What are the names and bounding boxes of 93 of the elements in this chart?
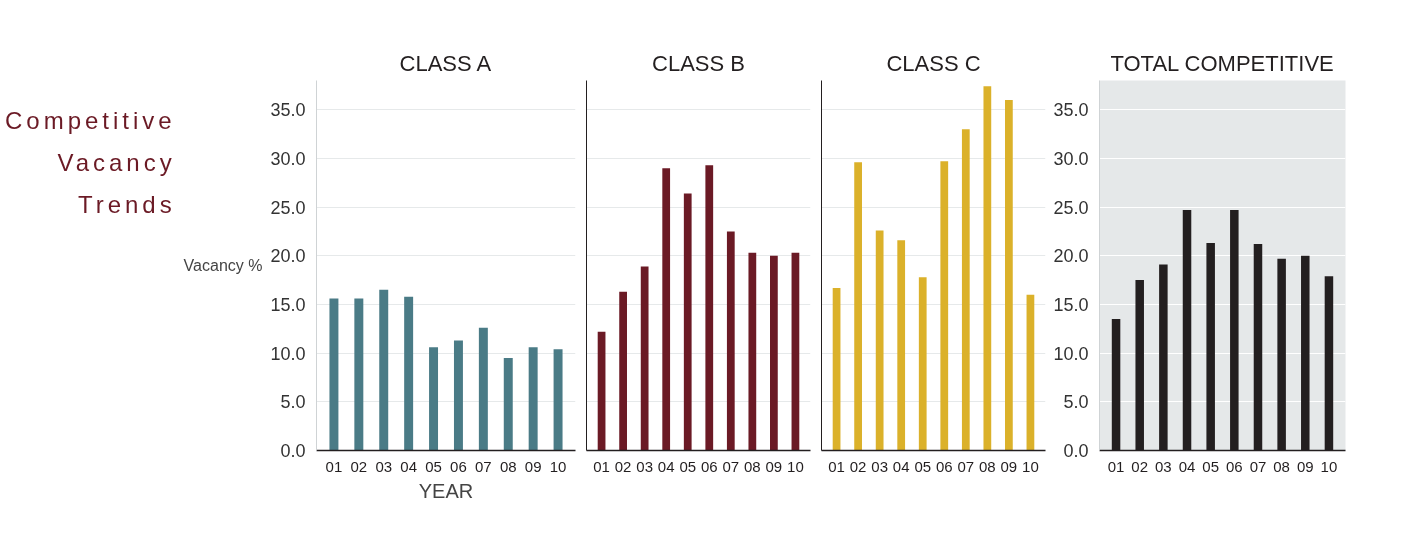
x-tick-label: 09	[524, 457, 542, 475]
bar	[770, 255, 778, 451]
y-tick-label: 25.0	[270, 197, 306, 218]
x-tick-label: 02	[614, 457, 632, 475]
x-tick-label: 07	[722, 457, 740, 475]
chart-title: CLASS B	[652, 50, 745, 76]
x-tick-label: 09	[1296, 457, 1314, 475]
x-tick-label: 01	[593, 457, 610, 475]
bar	[528, 347, 538, 451]
chart-title: CLASS A	[399, 50, 492, 76]
bar	[453, 340, 463, 451]
x-tick-label: 04	[400, 457, 417, 475]
bar	[918, 277, 927, 451]
x-tick-label: 06	[700, 457, 718, 475]
bar	[726, 231, 735, 451]
bar	[503, 358, 513, 451]
x-tick-label: 05	[1202, 457, 1220, 475]
x-tick-label: 05	[914, 457, 932, 475]
x-tick-label: 06	[935, 457, 953, 475]
bar	[897, 240, 906, 451]
bar	[832, 287, 841, 451]
chart-title: CLASS C	[886, 50, 981, 76]
x-tick-label: 09	[1000, 457, 1018, 475]
bar	[854, 162, 862, 451]
x-tick-label: 07	[1249, 457, 1267, 475]
bar	[1026, 294, 1035, 451]
y-tick-label: 20.0	[1053, 246, 1089, 267]
x-tick-label: 02	[1131, 457, 1149, 475]
x-tick-label: 08	[499, 457, 517, 475]
x-tick-label: 01	[1107, 457, 1125, 475]
x-tick-label: 10	[1022, 457, 1039, 475]
x-tick-label: 03	[636, 457, 653, 475]
bar	[705, 165, 714, 451]
x-tick-label: 10	[549, 457, 567, 475]
x-tick-label: 08	[979, 457, 996, 475]
y-tick-label: 0.0	[1063, 441, 1089, 461]
bar	[961, 129, 970, 451]
bar	[640, 266, 649, 451]
bar	[329, 298, 339, 451]
y-tick-label: 10.0	[270, 343, 306, 364]
x-tick-label: 04	[657, 457, 675, 475]
x-tick-label: 01	[325, 457, 343, 475]
bar	[748, 252, 757, 451]
bar	[429, 347, 439, 451]
x-tick-label: 01	[828, 457, 845, 475]
y-tick-label: 25.0	[1053, 197, 1089, 218]
x-tick-label: 05	[679, 457, 697, 475]
y-tick-label: 0.0	[280, 441, 306, 461]
y-tick-label: 30.0	[270, 148, 306, 169]
x-tick-label: 04	[1178, 457, 1196, 475]
text: Competitive Vacancy Trends	[5, 106, 176, 220]
y-tick-label: 5.0	[1063, 392, 1089, 413]
bar	[983, 86, 992, 451]
x-tick-label: 05	[425, 457, 442, 475]
x-tick-label: 06	[1225, 457, 1243, 475]
y-tick-label: 5.0	[280, 392, 306, 413]
bar	[662, 168, 671, 451]
x-tick-label: 04	[892, 457, 910, 475]
bar	[379, 289, 389, 451]
chart-title: TOTAL COMPETITIVE	[1110, 50, 1334, 76]
bar	[940, 161, 949, 451]
y-tick-label: 20.0	[270, 246, 306, 267]
y-tick-label: 15.0	[1053, 294, 1089, 315]
y-axis-title: Vacancy %	[183, 257, 263, 274]
bar	[553, 349, 563, 451]
x-tick-label: 10	[1320, 457, 1338, 475]
x-tick-label: 06	[450, 457, 467, 475]
y-tick-label: 15.0	[270, 294, 306, 315]
x-tick-label: 08	[744, 457, 761, 475]
x-tick-label: 07	[957, 457, 975, 475]
bar	[1005, 99, 1013, 451]
x-tick-label: 03	[375, 457, 393, 475]
bar	[404, 296, 414, 451]
y-tick-label: 30.0	[1053, 148, 1089, 169]
y-tick-label: 35.0	[270, 100, 306, 121]
x-tick-label: 08	[1273, 457, 1290, 475]
x-tick-label: 02	[350, 457, 368, 475]
x-tick-label: 07	[475, 457, 492, 475]
y-tick-label: 35.0	[1053, 100, 1089, 121]
bar	[478, 327, 488, 451]
bar	[683, 193, 692, 451]
bar	[791, 252, 800, 451]
x-tick-label: 09	[765, 457, 783, 475]
bar	[619, 291, 627, 451]
y-tick-label: 10.0	[1053, 343, 1089, 364]
bar	[875, 230, 884, 451]
x-tick-label: 10	[787, 457, 804, 475]
x-tick-label: 02	[849, 457, 867, 475]
bar	[354, 298, 364, 451]
x-tick-label: 03	[871, 457, 888, 475]
x-tick-label: 03	[1155, 457, 1172, 475]
bar	[597, 331, 606, 451]
x-axis-title: YEAR	[418, 479, 474, 502]
